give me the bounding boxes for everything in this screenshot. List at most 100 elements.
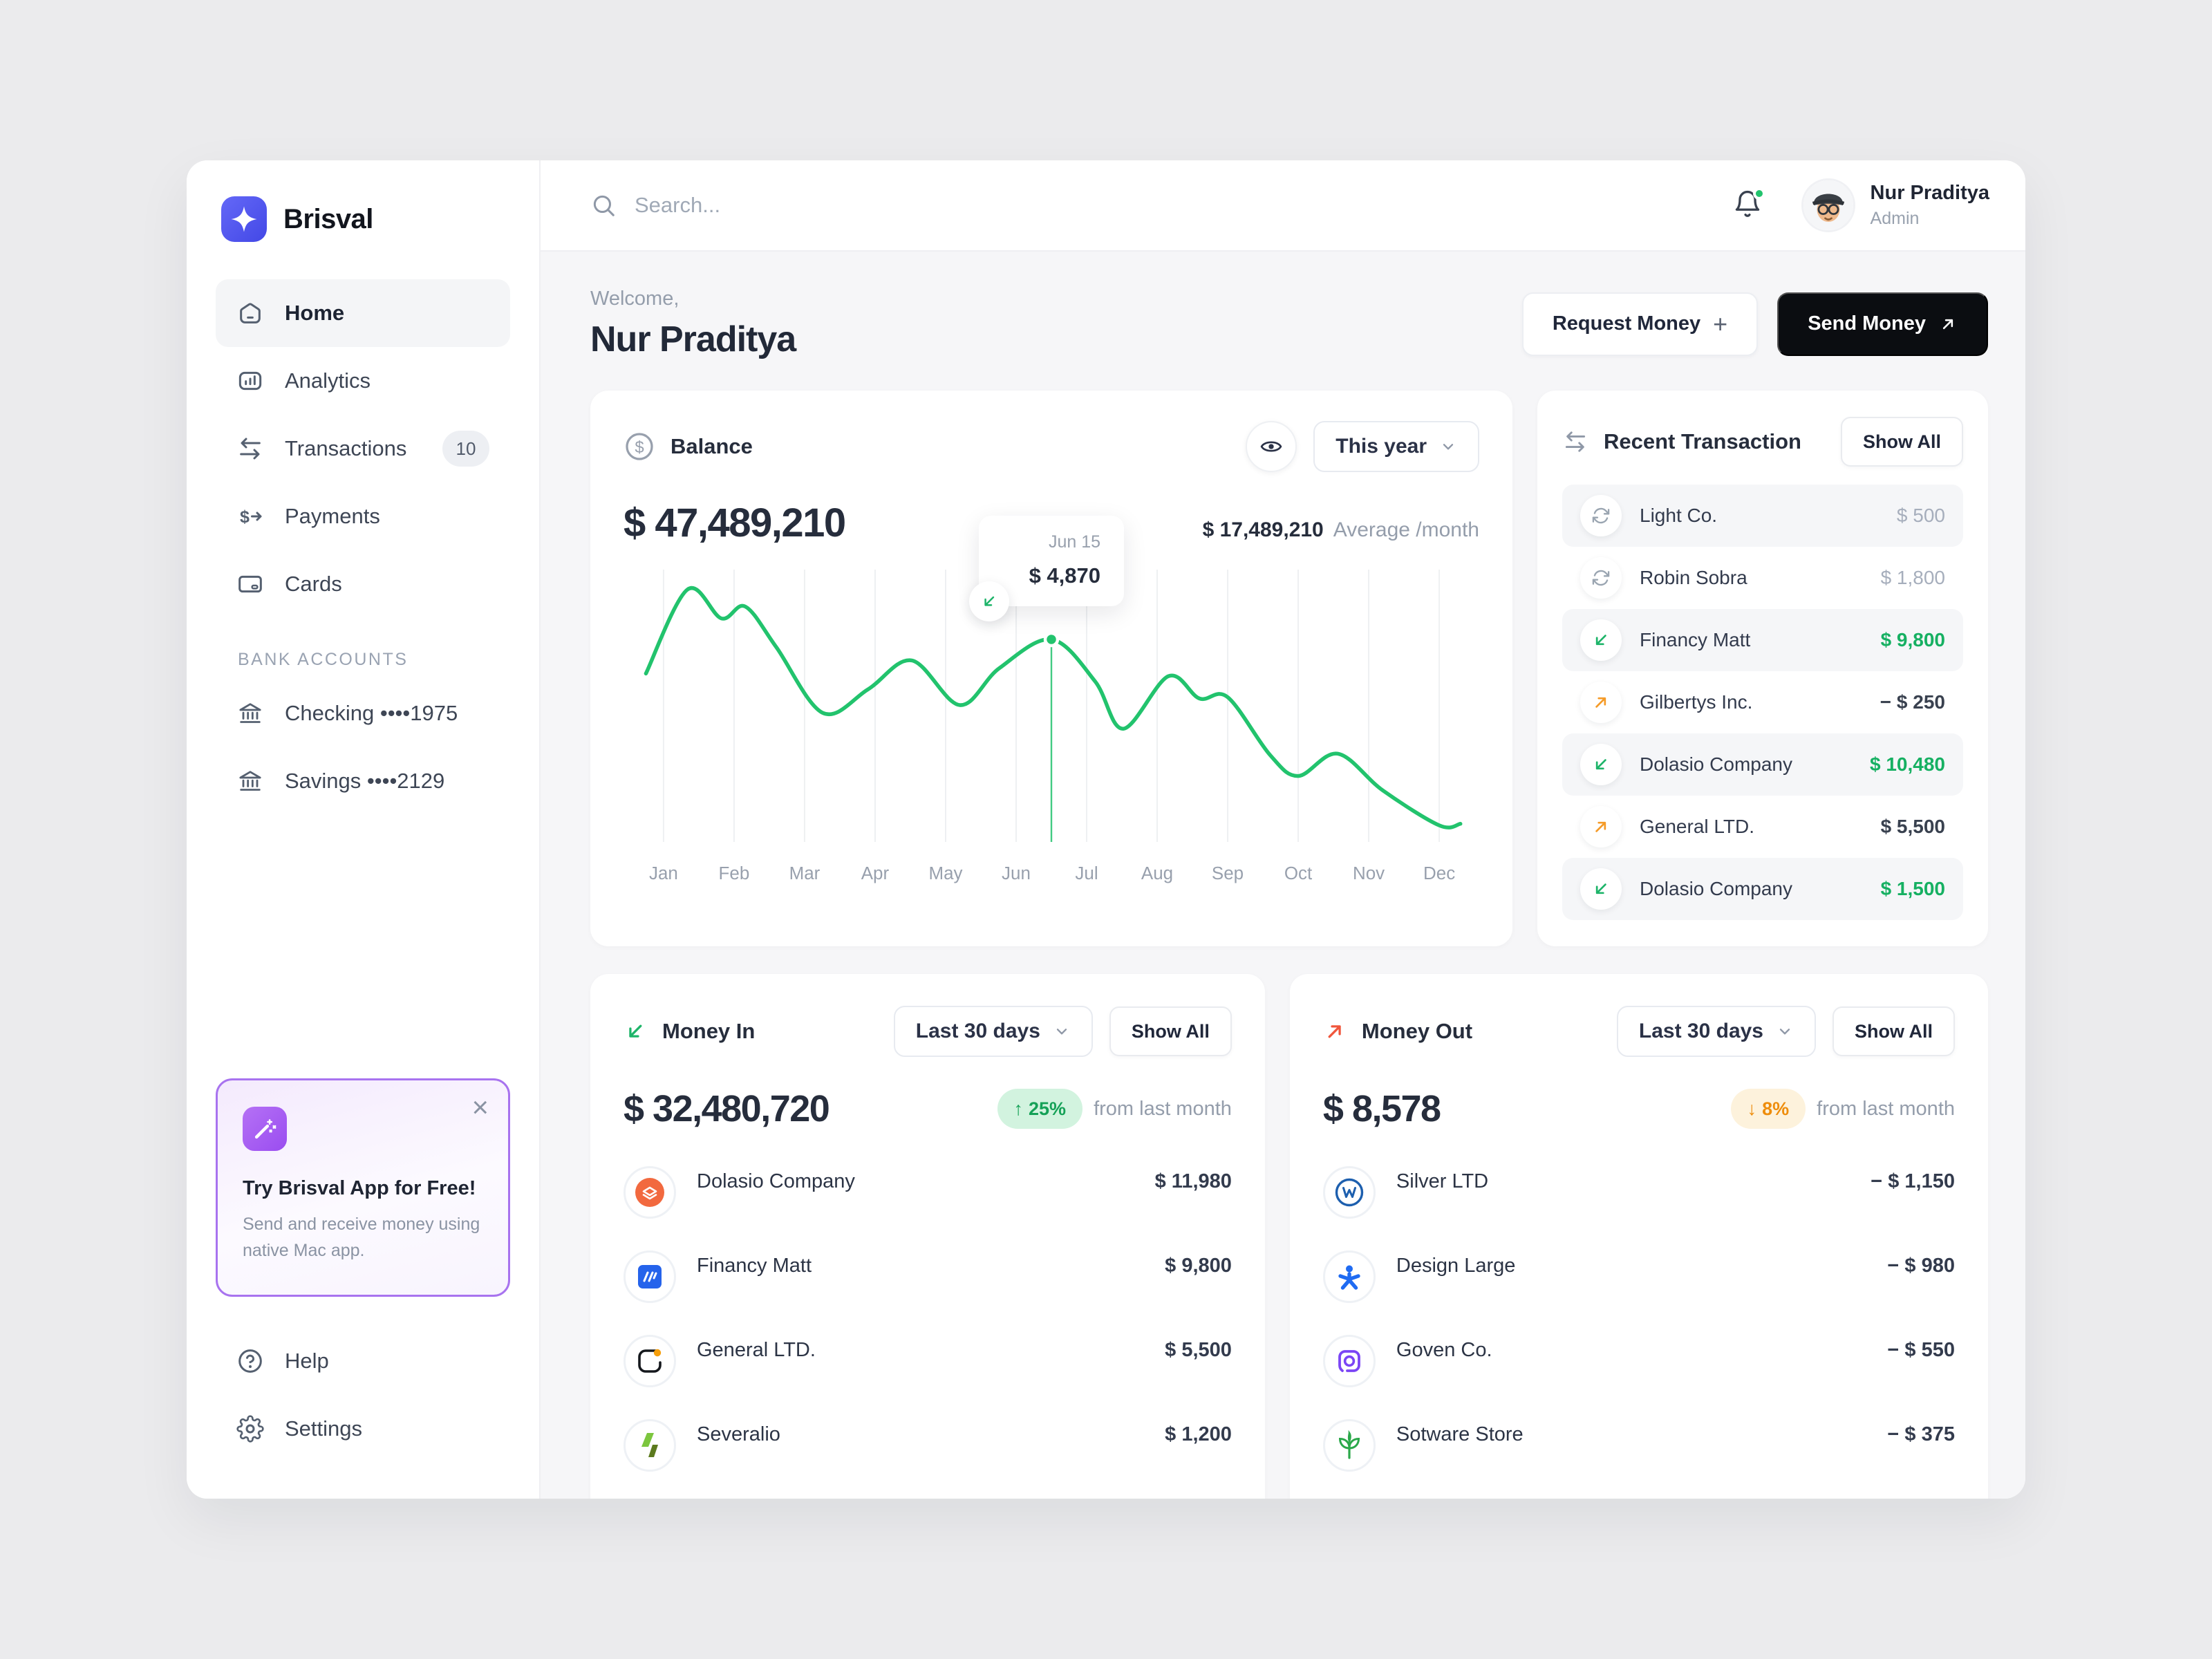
money-out-title: Money Out: [1361, 1019, 1473, 1043]
promo-body: Send and receive money using native Mac …: [243, 1214, 480, 1261]
sidebar-nav-item[interactable]: Analytics: [216, 347, 510, 415]
company-amount: − $ 550: [1887, 1339, 1955, 1361]
transaction-type-icon: [1580, 495, 1622, 536]
close-icon[interactable]: ×: [471, 1090, 489, 1123]
money-in-period-select[interactable]: Last 30 days: [893, 1006, 1093, 1057]
magic-wand-icon: [243, 1106, 287, 1151]
balance-chart[interactable]: Jan Feb Mar Apr May Jun Jul Aug Sep Oct Nov Dec Jun…: [624, 516, 1479, 889]
money-in-show-all-button[interactable]: Show All: [1109, 1006, 1232, 1056]
arrow-down-icon: ↓: [1747, 1098, 1757, 1119]
search-input[interactable]: [635, 193, 1118, 218]
sidebar-nav-item[interactable]: Savings ••••2129: [216, 747, 510, 815]
transaction-type-icon: [1580, 868, 1622, 910]
svg-text:Jan: Jan: [649, 863, 678, 883]
welcome-block: Welcome, Nur Praditya: [590, 288, 796, 360]
user-menu[interactable]: Nur Praditya Admin: [1801, 178, 1989, 232]
transaction-row[interactable]: General LTD. $ 5,500: [1562, 796, 1963, 858]
money-row: Design Large − $ 980: [1322, 1250, 1955, 1303]
nav-label: Home: [285, 301, 345, 325]
money-row: Goven Co. − $ 550: [1322, 1335, 1955, 1387]
transaction-type-icon: [1580, 557, 1622, 599]
sidebar-nav-item[interactable]: Settings: [216, 1395, 510, 1463]
transaction-amount: $ 10,480: [1870, 753, 1945, 775]
sidebar-nav-item[interactable]: Cards: [216, 550, 510, 618]
icon-cards-icon: [236, 570, 264, 598]
nav-label: Payments: [285, 504, 380, 528]
toggle-visibility-button[interactable]: [1246, 421, 1297, 472]
design-icon: [1333, 1260, 1366, 1293]
money-out-card: Money Out Last 30 days Show All $ 8,578: [1289, 974, 1988, 1499]
money-out-amount: $ 8,578: [1322, 1088, 1441, 1130]
transaction-row[interactable]: Dolasio Company $ 10,480: [1562, 733, 1963, 796]
company-logo: [1322, 1419, 1376, 1472]
transaction-name: Robin Sobra: [1640, 567, 1747, 588]
request-money-button[interactable]: Request Money +: [1521, 292, 1759, 356]
transaction-name: Dolasio Company: [1640, 878, 1792, 899]
arrow-up-right-icon: [1938, 315, 1958, 334]
company-name: Financy Matt: [697, 1255, 812, 1277]
transaction-row[interactable]: Robin Sobra $ 1,800: [1562, 547, 1963, 609]
money-out-show-all-button[interactable]: Show All: [1833, 1006, 1955, 1056]
company-name: General LTD.: [697, 1339, 816, 1361]
sidebar: Brisval Home Analytics Transactions 10 P…: [187, 160, 541, 1499]
transaction-amount: $ 1,800: [1880, 567, 1945, 588]
tooltip-date: Jun 15: [1048, 532, 1100, 552]
company-logo: [1322, 1250, 1376, 1303]
send-money-button[interactable]: Send Money: [1777, 292, 1988, 356]
financy-icon: [633, 1260, 666, 1293]
company-name: Sotware Store: [1396, 1423, 1524, 1445]
transaction-row[interactable]: Dolasio Company $ 1,500: [1562, 858, 1963, 920]
transaction-amount: $ 500: [1896, 505, 1945, 526]
company-amount: − $ 980: [1887, 1255, 1955, 1277]
transaction-type-icon: [1580, 682, 1622, 723]
transaction-row[interactable]: Gilbertys Inc. − $ 250: [1562, 671, 1963, 733]
search-bar: [590, 192, 1732, 218]
svg-text:Aug: Aug: [1141, 863, 1173, 883]
money-row: Silver LTD − $ 1,150: [1322, 1166, 1955, 1219]
money-out-period-select[interactable]: Last 30 days: [1616, 1006, 1816, 1057]
transaction-amount: $ 5,500: [1880, 816, 1945, 837]
average-amount: $ 17,489,210: [1202, 518, 1324, 541]
company-amount: $ 5,500: [1165, 1339, 1232, 1361]
goven-icon: [1333, 1344, 1366, 1378]
sidebar-nav-item[interactable]: Help: [216, 1327, 510, 1395]
recent-show-all-button[interactable]: Show All: [1841, 417, 1963, 467]
company-amount: − $ 1,150: [1871, 1170, 1955, 1192]
icon-payments-icon: [236, 503, 264, 530]
tooltip-value: $ 4,870: [1029, 563, 1100, 588]
svg-text:Apr: Apr: [861, 863, 890, 883]
company-logo: [624, 1335, 676, 1387]
promo-title: Try Brisval App for Free!: [243, 1177, 476, 1199]
arrow-up-right-icon: [1323, 1020, 1347, 1043]
nav-label: Settings: [285, 1416, 363, 1441]
transaction-amount: − $ 250: [1880, 691, 1945, 713]
sidebar-nav-item[interactable]: Home: [216, 279, 510, 347]
nav-label: Transactions: [285, 436, 407, 460]
brand-name: Brisval: [283, 203, 373, 234]
money-row: Severalio $ 1,200: [624, 1419, 1232, 1472]
company-amount: $ 11,980: [1154, 1170, 1232, 1192]
chevron-down-icon: [1439, 438, 1457, 456]
transaction-row[interactable]: Financy Matt $ 9,800: [1562, 609, 1963, 671]
notifications-button[interactable]: [1732, 187, 1765, 223]
icon-analytics-icon: [236, 367, 264, 395]
dolasio-icon: [633, 1176, 666, 1209]
company-logo: [1322, 1166, 1376, 1219]
transaction-row[interactable]: Light Co. $ 500: [1562, 485, 1963, 547]
arrow-down-left-icon: [969, 581, 1009, 621]
sidebar-nav-item[interactable]: Payments: [216, 482, 510, 550]
money-in-badge: ↑ 25%: [997, 1089, 1083, 1129]
money-in-card: Money In Last 30 days Show All $ 32,480,…: [590, 974, 1265, 1499]
recent-title: Recent Transaction: [1604, 429, 1801, 453]
nav-label: Savings ••••2129: [285, 769, 445, 793]
icon-settings-icon: [236, 1415, 264, 1443]
svg-text:Mar: Mar: [789, 863, 821, 883]
icon-arrow-in-icon: [1591, 630, 1611, 650]
company-amount: $ 9,800: [1165, 1255, 1232, 1277]
money-in-title: Money In: [662, 1019, 756, 1043]
sidebar-nav-item[interactable]: Checking ••••1975: [216, 679, 510, 747]
main-area: Nur Praditya Admin Welcome, Nur Praditya…: [541, 160, 2025, 1499]
period-select[interactable]: This year: [1313, 421, 1479, 472]
sidebar-nav-item[interactable]: Transactions 10: [216, 415, 510, 482]
transaction-amount: $ 1,500: [1880, 878, 1945, 899]
